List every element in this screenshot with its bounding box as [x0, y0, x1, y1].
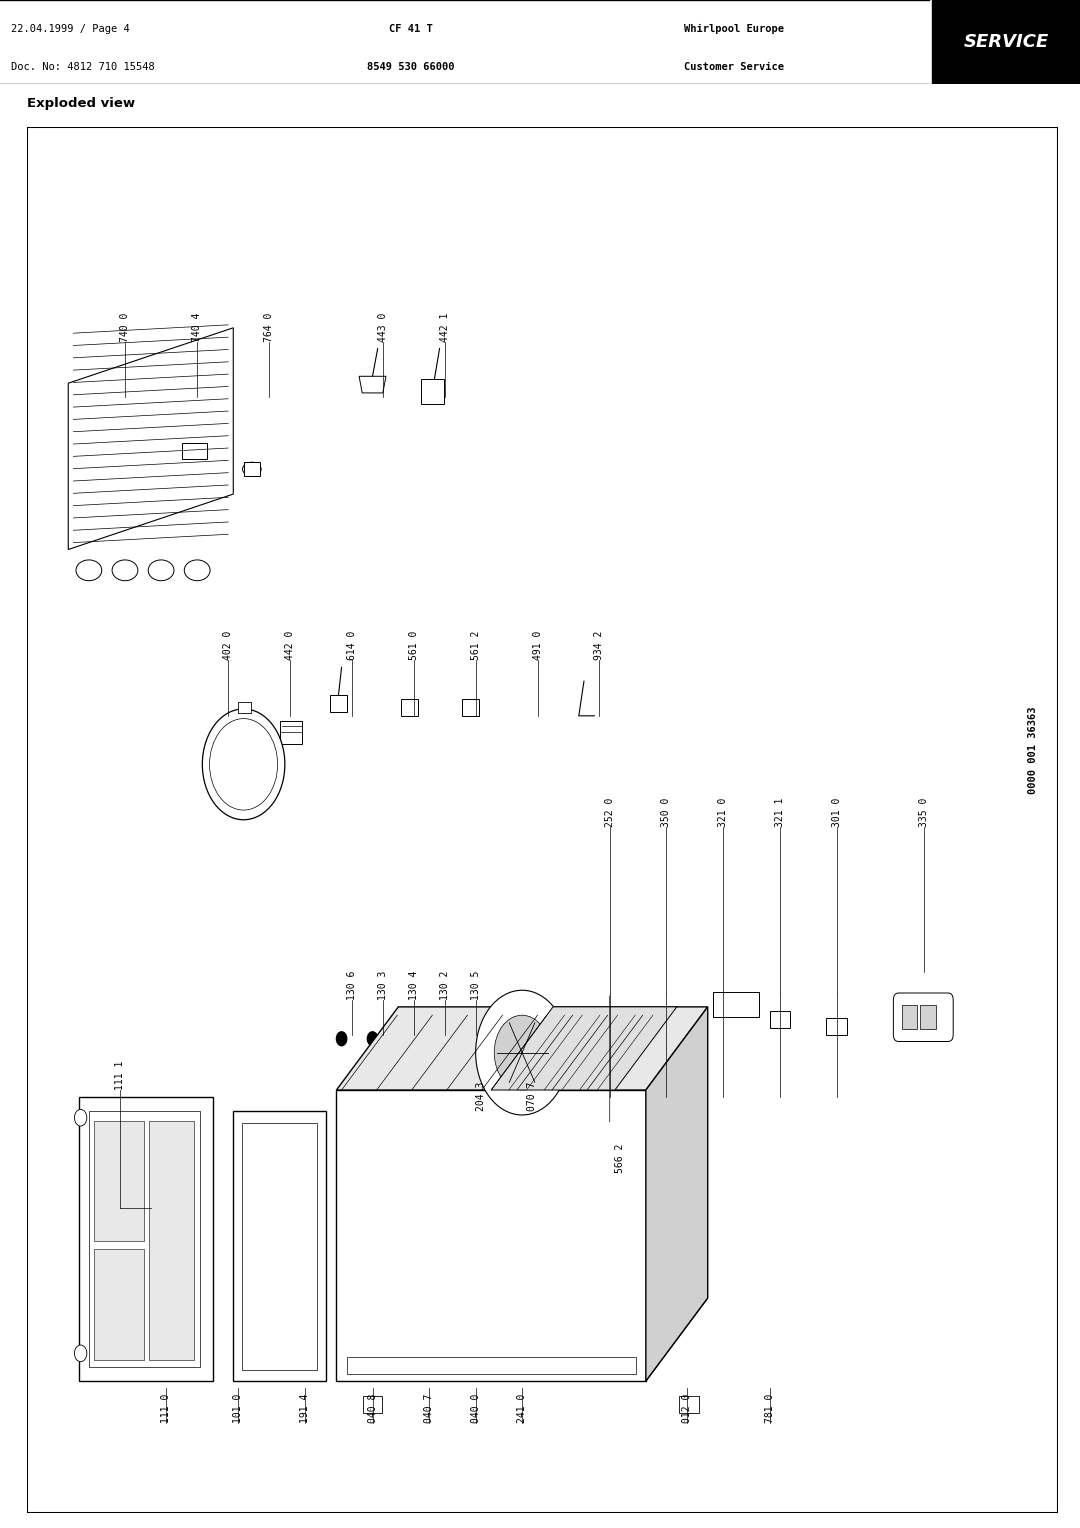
- Ellipse shape: [76, 559, 102, 581]
- Text: 040 0: 040 0: [471, 1394, 481, 1423]
- Circle shape: [202, 709, 285, 819]
- Circle shape: [367, 1031, 378, 1045]
- Text: 740 4: 740 4: [192, 312, 202, 342]
- Bar: [242, 1123, 316, 1371]
- Polygon shape: [79, 1097, 213, 1381]
- Text: 111 1: 111 1: [114, 1060, 125, 1089]
- Text: 934 2: 934 2: [594, 631, 605, 660]
- Text: Customer Service: Customer Service: [685, 63, 784, 72]
- Text: 443 0: 443 0: [378, 312, 388, 342]
- Text: Doc. No: 4812 710 15548: Doc. No: 4812 710 15548: [11, 63, 154, 72]
- Text: 130 6: 130 6: [347, 970, 356, 999]
- Circle shape: [495, 1015, 550, 1089]
- Text: 130 3: 130 3: [378, 970, 388, 999]
- Text: 561 0: 561 0: [408, 631, 419, 660]
- Bar: [525, 1122, 545, 1138]
- Text: 101 0: 101 0: [233, 1394, 243, 1423]
- Bar: [244, 461, 260, 477]
- Text: 321 0: 321 0: [718, 798, 728, 827]
- Bar: [826, 1018, 847, 1034]
- Text: 040 7: 040 7: [424, 1394, 434, 1423]
- FancyBboxPatch shape: [893, 993, 954, 1042]
- Circle shape: [75, 1345, 86, 1361]
- Polygon shape: [68, 329, 233, 550]
- Text: 241 0: 241 0: [517, 1394, 527, 1423]
- Text: 442 0: 442 0: [285, 631, 295, 660]
- Text: 335 0: 335 0: [919, 798, 929, 827]
- Bar: [608, 1180, 634, 1196]
- Text: 204 3: 204 3: [476, 1082, 486, 1111]
- Bar: [402, 700, 418, 715]
- Ellipse shape: [185, 559, 211, 581]
- Circle shape: [399, 1031, 408, 1045]
- Circle shape: [337, 1031, 347, 1045]
- Polygon shape: [233, 1111, 326, 1381]
- Text: 252 0: 252 0: [605, 798, 615, 827]
- Bar: [770, 1012, 791, 1028]
- Text: 491 0: 491 0: [532, 631, 542, 660]
- Text: 442 1: 442 1: [440, 312, 449, 342]
- Polygon shape: [646, 1007, 707, 1381]
- Bar: [94, 1250, 144, 1360]
- Polygon shape: [337, 1007, 707, 1089]
- Ellipse shape: [112, 559, 138, 581]
- Bar: [421, 379, 444, 403]
- Text: 301 0: 301 0: [832, 798, 841, 827]
- Text: 130 4: 130 4: [408, 970, 419, 999]
- Bar: [462, 700, 478, 715]
- Bar: [920, 1005, 935, 1028]
- FancyBboxPatch shape: [932, 0, 1080, 89]
- Circle shape: [460, 1031, 471, 1045]
- Text: 402 0: 402 0: [224, 631, 233, 660]
- Text: 350 0: 350 0: [661, 798, 672, 827]
- Bar: [363, 1397, 382, 1413]
- Text: 781 0: 781 0: [765, 1394, 774, 1423]
- Text: 764 0: 764 0: [265, 312, 274, 342]
- Circle shape: [429, 1031, 440, 1045]
- Text: 321 1: 321 1: [775, 798, 785, 827]
- Text: 111 0: 111 0: [161, 1394, 172, 1423]
- Bar: [679, 1397, 700, 1413]
- Polygon shape: [491, 1007, 677, 1089]
- Text: 012 0: 012 0: [683, 1394, 692, 1423]
- Text: 130 2: 130 2: [440, 970, 449, 999]
- Bar: [330, 695, 347, 712]
- Polygon shape: [337, 1297, 707, 1381]
- Bar: [280, 721, 302, 744]
- Ellipse shape: [243, 461, 261, 477]
- Bar: [149, 1120, 194, 1360]
- Text: 070 7: 070 7: [527, 1082, 538, 1111]
- Circle shape: [210, 718, 278, 810]
- Text: 040 8: 040 8: [367, 1394, 378, 1423]
- Text: SERVICE: SERVICE: [964, 34, 1049, 50]
- Text: 0000 001 36363: 0000 001 36363: [1027, 707, 1038, 795]
- Text: 614 0: 614 0: [347, 631, 356, 660]
- Ellipse shape: [148, 559, 174, 581]
- Bar: [469, 1128, 495, 1152]
- Text: 561 2: 561 2: [471, 631, 481, 660]
- Polygon shape: [337, 1089, 646, 1381]
- Text: 22.04.1999 / Page 4: 22.04.1999 / Page 4: [11, 24, 130, 35]
- Text: CF 41 T: CF 41 T: [389, 24, 432, 35]
- Text: 740 0: 740 0: [120, 312, 130, 342]
- Polygon shape: [360, 376, 386, 393]
- Bar: [347, 1357, 635, 1374]
- Bar: [94, 1120, 144, 1241]
- Text: 130 5: 130 5: [471, 970, 481, 999]
- Text: 191 4: 191 4: [300, 1394, 310, 1423]
- Circle shape: [75, 1109, 86, 1126]
- Bar: [181, 443, 207, 460]
- Bar: [713, 992, 759, 1016]
- Bar: [902, 1005, 917, 1028]
- Text: 566 2: 566 2: [615, 1144, 625, 1174]
- Text: 8549 530 66000: 8549 530 66000: [366, 63, 455, 72]
- Bar: [239, 701, 251, 714]
- Text: Whirlpool Europe: Whirlpool Europe: [685, 24, 784, 35]
- Bar: [89, 1111, 200, 1368]
- Text: Exploded view: Exploded view: [27, 96, 135, 110]
- Circle shape: [475, 990, 568, 1115]
